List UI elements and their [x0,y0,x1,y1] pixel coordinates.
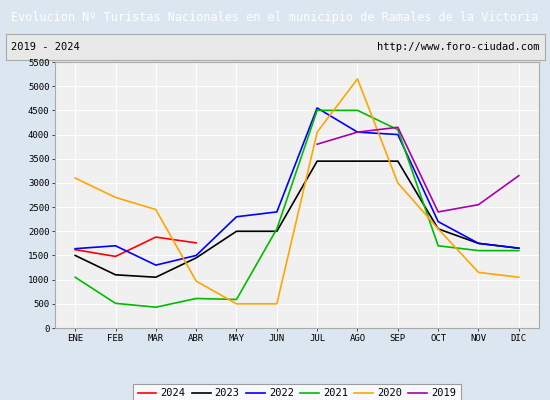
2019 [475,202,482,207]
Text: Evolucion Nº Turistas Nacionales en el municipio de Ramales de la Victoria: Evolucion Nº Turistas Nacionales en el m… [12,10,538,24]
2021 [515,248,522,253]
2023 [273,229,280,234]
2021 [72,275,79,280]
2020 [112,195,119,200]
2022 [72,246,79,251]
2023 [72,253,79,258]
Legend: 2024, 2023, 2022, 2021, 2020, 2019: 2024, 2023, 2022, 2021, 2020, 2019 [134,384,460,400]
2020 [354,76,361,81]
Line: 2019: 2019 [317,127,519,212]
2019 [515,173,522,178]
2022 [515,246,522,250]
Line: 2021: 2021 [75,110,519,307]
2022 [193,253,200,258]
2022 [475,241,482,246]
2020 [193,279,200,284]
2019 [354,130,361,134]
2023 [354,159,361,164]
2020 [314,130,321,134]
2020 [273,302,280,306]
2022 [152,263,159,268]
2020 [152,207,159,212]
2020 [233,302,240,306]
2022 [112,243,119,248]
2022 [435,219,442,224]
Line: 2020: 2020 [75,79,519,304]
2023 [435,226,442,231]
2021 [394,127,401,132]
2024 [193,240,200,245]
2022 [233,214,240,219]
2023 [112,272,119,277]
2021 [354,108,361,113]
Line: 2024: 2024 [75,237,196,256]
2021 [273,226,280,231]
2022 [273,210,280,214]
2023 [394,159,401,164]
2021 [435,243,442,248]
2024 [112,254,119,259]
2022 [354,130,361,134]
2023 [152,275,159,280]
2020 [72,176,79,180]
2020 [435,226,442,231]
2022 [394,132,401,137]
2023 [314,159,321,164]
2021 [314,108,321,113]
Text: 2019 - 2024: 2019 - 2024 [11,42,80,52]
2021 [112,301,119,306]
2021 [475,248,482,253]
Line: 2023: 2023 [75,161,519,277]
2020 [475,270,482,275]
2023 [515,246,522,250]
2024 [152,235,159,240]
2019 [394,125,401,130]
Line: 2022: 2022 [75,108,519,265]
2020 [515,275,522,280]
2024 [72,247,79,252]
2021 [193,296,200,301]
2023 [233,229,240,234]
2021 [233,297,240,302]
2019 [314,142,321,147]
2020 [394,180,401,185]
2021 [152,305,159,310]
2022 [314,106,321,110]
2023 [475,241,482,246]
Text: http://www.foro-ciudad.com: http://www.foro-ciudad.com [377,42,539,52]
2023 [193,256,200,260]
2019 [435,210,442,214]
